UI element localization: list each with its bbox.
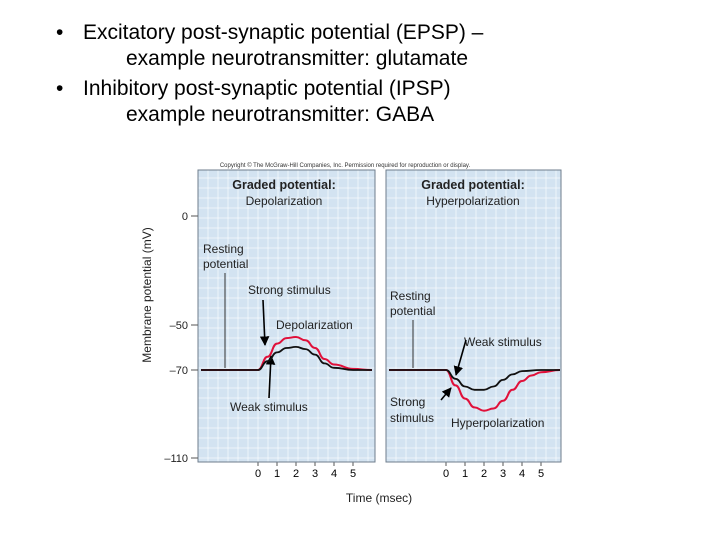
right-resting-label-2: potential — [390, 304, 435, 318]
right-strong-stimulus-curve — [388, 369, 561, 412]
bullet-epsp: • Excitatory post-synaptic potential (EP… — [50, 20, 483, 72]
right-panel-title: Graded potential: — [421, 178, 524, 192]
x-axis-ticks-left: 0 1 2 3 4 5 — [255, 468, 356, 480]
left-resting-label-1: Resting — [203, 242, 244, 256]
y-tick-minus110: –110 — [164, 453, 188, 465]
bullet-list: • Excitatory post-synaptic potential (EP… — [50, 20, 483, 128]
x-axis-ticks-right: 0 1 2 3 4 5 — [443, 468, 544, 480]
bullet-dot: • — [56, 21, 64, 44]
left-weak-arrow — [265, 355, 276, 399]
right-weak-arrow — [453, 339, 467, 376]
left-panel-bg — [198, 170, 375, 462]
bullet-epsp-line1: Excitatory post-synaptic potential (EPSP… — [83, 21, 484, 44]
left-strong-label: Strong stimulus — [248, 283, 331, 297]
bullet-ipsp: • Inhibitory post-synaptic potential (IP… — [50, 76, 483, 128]
x-tick-left-2: 2 — [293, 468, 299, 480]
right-strong-arrow — [440, 387, 452, 401]
bullet-dot: • — [56, 77, 64, 100]
x-tick-left-5: 5 — [350, 468, 356, 480]
x-tick-right-3: 3 — [500, 468, 506, 480]
x-tick-left-1: 1 — [274, 468, 280, 480]
right-strong-label-1: Strong — [390, 395, 425, 409]
copyright-line: Copyright © The McGraw-Hill Companies, I… — [220, 162, 471, 169]
bullet-epsp-line2: example neurotransmitter: glutamate — [126, 47, 468, 70]
x-tick-right-2: 2 — [481, 468, 487, 480]
left-panel-curves — [200, 335, 373, 372]
right-panel-bg — [386, 170, 561, 462]
y-tick-minus50: –50 — [170, 320, 188, 332]
x-tick-right-4: 4 — [519, 468, 525, 480]
left-strong-stimulus-curve — [200, 335, 373, 372]
left-resting-label-2: potential — [203, 257, 248, 271]
bullet-ipsp-line1: Inhibitory post-synaptic potential (IPSP… — [83, 77, 451, 100]
x-tick-right-0: 0 — [443, 468, 449, 480]
x-tick-left-0: 0 — [255, 468, 261, 480]
x-axis-label: Time (msec) — [346, 491, 412, 505]
left-weak-label: Weak stimulus — [230, 400, 308, 414]
right-panel-border — [385, 169, 562, 463]
x-tick-left-4: 4 — [331, 468, 337, 480]
x-tick-right-1: 1 — [462, 468, 468, 480]
left-depol-label: Depolarization — [276, 318, 353, 332]
right-hyperpol-label: Hyperpolarization — [451, 416, 544, 430]
y-axis-ticks: 0 –50 –70 –110 — [164, 211, 198, 465]
right-panel-subtitle: Hyperpolarization — [426, 194, 519, 208]
x-tick-right-5: 5 — [538, 468, 544, 480]
x-tick-left-3: 3 — [312, 468, 318, 480]
left-panel-subtitle: Depolarization — [246, 194, 323, 208]
right-panel-curves — [388, 369, 561, 412]
right-strong-label-2: stimulus — [390, 411, 434, 425]
left-panel-border — [197, 169, 376, 463]
y-axis-label: Membrane potential (mV) — [140, 227, 154, 362]
right-weak-label: Weak stimulus — [464, 335, 542, 349]
bullet-ipsp-line2: example neurotransmitter: GABA — [126, 103, 435, 126]
y-tick-0: 0 — [182, 211, 188, 223]
y-tick-minus70: –70 — [170, 365, 188, 377]
left-weak-stimulus-curve — [200, 345, 372, 371]
right-resting-label-1: Resting — [390, 289, 431, 303]
right-panel-grid — [386, 170, 561, 466]
left-panel-title: Graded potential: — [232, 178, 335, 192]
left-strong-arrow — [259, 299, 270, 346]
right-weak-stimulus-curve — [388, 369, 560, 391]
